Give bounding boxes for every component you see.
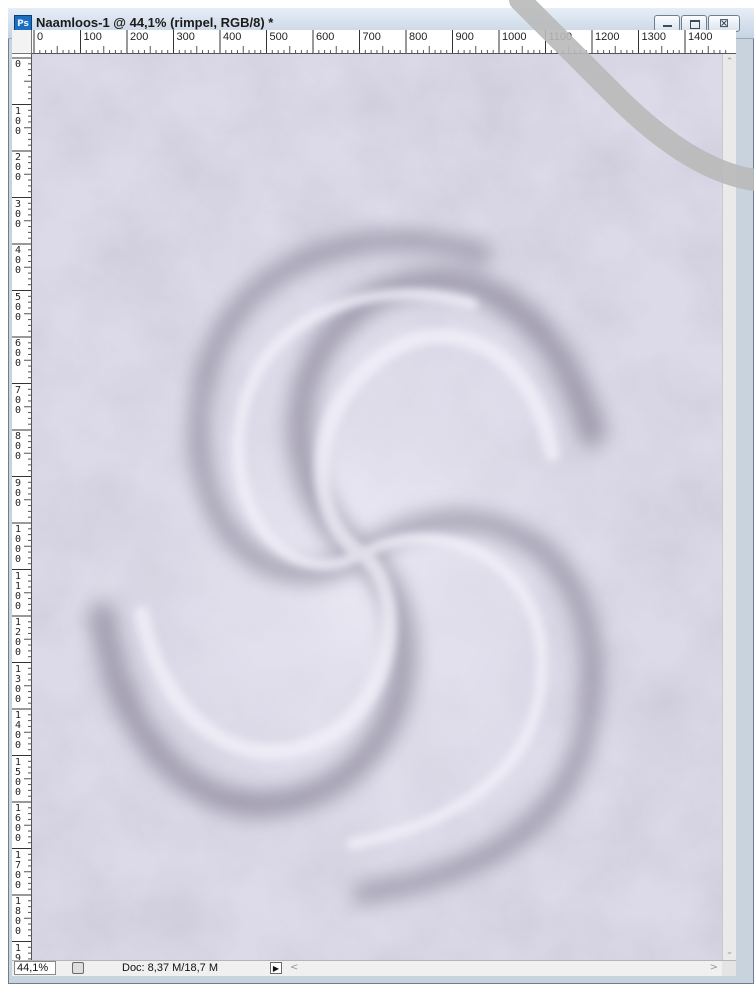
ruler-label: 900 bbox=[455, 31, 474, 43]
resize-grip[interactable] bbox=[722, 961, 736, 976]
vertical-ruler-ticks bbox=[12, 57, 31, 960]
status-bar: 44,1% Doc: 8,37 M/18,7 M ▶ < > bbox=[12, 960, 736, 976]
ruler-label: 600 bbox=[316, 31, 335, 43]
ruler-label: 1100 bbox=[548, 31, 573, 43]
horizontal-ruler[interactable]: 0 100 200 300 400 500 600 700 800 900 1000 1100 1200… bbox=[32, 30, 736, 54]
ruler-label: 1400 bbox=[688, 31, 713, 43]
ruler-label: 400 bbox=[223, 31, 242, 43]
ruler-label: 1200 bbox=[595, 31, 620, 43]
zoom-level-field[interactable]: 44,1% bbox=[14, 961, 56, 975]
scroll-up-button[interactable]: ⌃ bbox=[725, 57, 734, 67]
document-canvas[interactable] bbox=[32, 54, 722, 960]
ruler-label: 0 bbox=[14, 59, 22, 70]
ruler-label: 200 bbox=[130, 31, 149, 43]
ruler-label: 300 bbox=[176, 31, 195, 43]
ruler-label: 700 bbox=[362, 31, 381, 43]
ruler-origin[interactable] bbox=[12, 30, 32, 54]
ruler-label: 1900 bbox=[14, 942, 22, 960]
document-profile-icon[interactable] bbox=[72, 962, 84, 974]
scroll-left-button[interactable]: < bbox=[290, 962, 299, 973]
ruler-label: 100 bbox=[83, 31, 102, 43]
vertical-scrollbar[interactable]: ⌃ ⌄ bbox=[722, 54, 736, 960]
close-icon: ⊠ bbox=[718, 16, 730, 30]
ruler-label: 1300 bbox=[641, 31, 666, 43]
swirl-image bbox=[32, 54, 722, 960]
scroll-right-button[interactable]: > bbox=[709, 962, 718, 973]
status-menu-arrow-icon[interactable]: ▶ bbox=[270, 962, 282, 974]
ruler-label: 800 bbox=[409, 31, 428, 43]
ruler-label: 500 bbox=[269, 31, 288, 43]
document-title: Naamloos-1 @ 44,1% (rimpel, RGB/8) * bbox=[36, 15, 274, 30]
ruler-label: 0 bbox=[37, 31, 44, 43]
document-size-info: Doc: 8,37 M/18,7 M bbox=[122, 962, 218, 974]
ruler-label: 1000 bbox=[502, 31, 527, 43]
scroll-down-button[interactable]: ⌄ bbox=[725, 947, 734, 957]
